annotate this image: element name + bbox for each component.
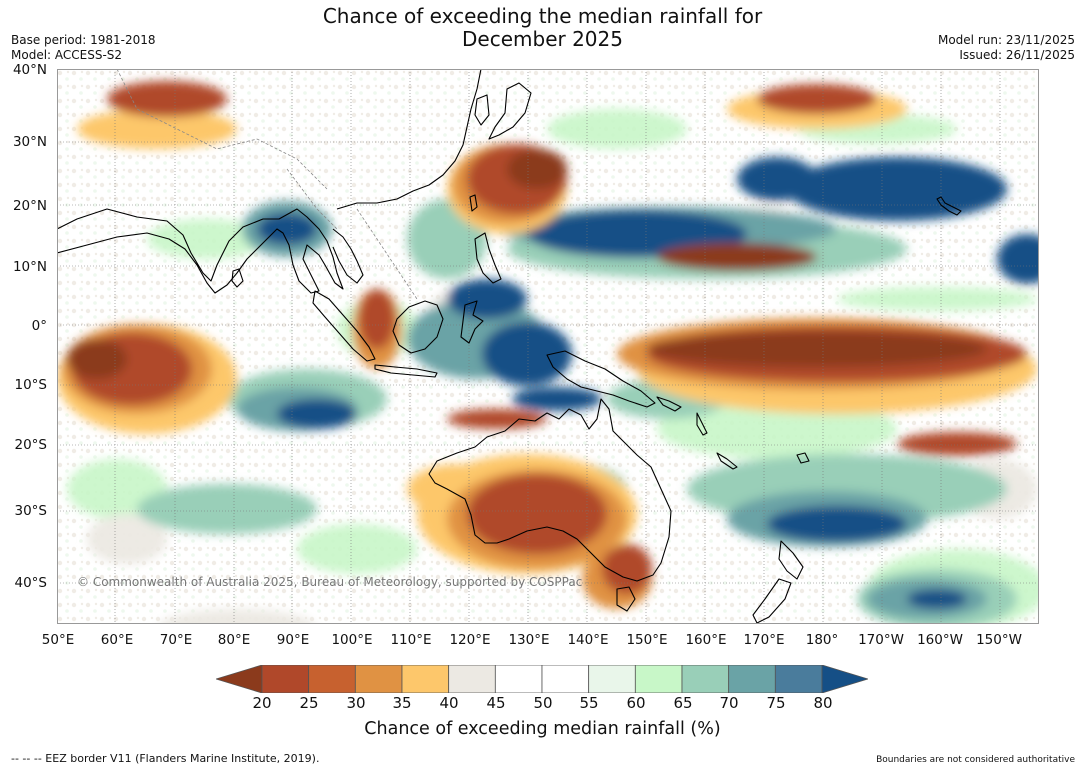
base-period-text: Base period: 1981-2018 xyxy=(11,33,156,47)
colorbar-cell-50-55 xyxy=(541,665,590,693)
colorbar xyxy=(216,665,868,693)
colorbar-tick-40: 40 xyxy=(439,694,459,712)
colorbar-tick-75: 75 xyxy=(766,694,786,712)
map-frame xyxy=(57,69,1039,624)
colorbar-tick-50: 50 xyxy=(533,694,553,712)
colorbar-cell-20-25 xyxy=(261,665,310,693)
model-run-text: Model run: 23/11/2025 xyxy=(937,33,1075,47)
lon-label-110e: 110°E xyxy=(390,632,432,648)
vanuatu-coast xyxy=(696,412,708,436)
lon-label-180: 180° xyxy=(805,632,839,648)
sumatra-coast xyxy=(312,290,376,362)
colorbar-tick-60: 60 xyxy=(626,694,646,712)
korea-coast xyxy=(474,94,490,126)
lat-label-0: 0° xyxy=(31,318,47,334)
colorbar-tick-20: 20 xyxy=(252,694,272,712)
taiwan-coast xyxy=(469,194,478,212)
new-zealand-north-coast xyxy=(778,540,804,580)
colorbar-cell-55-60 xyxy=(588,665,636,693)
meta-left: Base period: 1981-2018 Model: ACCESS-S2 xyxy=(11,33,156,63)
lon-label-90e: 90°E xyxy=(276,632,310,648)
colorbar-cell-60-65 xyxy=(634,665,683,693)
lat-label-10n: 10°N xyxy=(12,259,47,275)
meta-right: Model run: 23/11/2025 Issued: 26/11/2025 xyxy=(938,33,1075,63)
colorbar-tick-30: 30 xyxy=(346,694,366,712)
issued-text: Issued: 26/11/2025 xyxy=(959,48,1075,62)
lat-label-40s: 40°S xyxy=(14,575,48,591)
colorbar-cell-35-40 xyxy=(401,665,450,693)
hawaii-coast xyxy=(936,196,962,216)
colorbar-tick-45: 45 xyxy=(486,694,506,712)
rainfall-map: © Commonwealth of Australia 2025, Bureau… xyxy=(57,69,1039,624)
lon-label-160e: 160°E xyxy=(685,632,727,648)
lat-label-20s: 20°S xyxy=(14,437,48,453)
colorbar-cell-25-30 xyxy=(308,665,356,693)
lat-label-40n: 40°N xyxy=(12,62,47,78)
colorbar-tick-65: 65 xyxy=(673,694,693,712)
colorbar-tick-35: 35 xyxy=(392,694,412,712)
fiji-coast xyxy=(796,452,810,464)
colorbar-tick-25: 25 xyxy=(299,694,319,712)
lon-label-100e: 100°E xyxy=(331,632,373,648)
copyright-text: © Commonwealth of Australia 2025, Bureau… xyxy=(77,575,582,589)
colorbar-cell-75-80 xyxy=(774,665,823,693)
colorbar-cell-45-50 xyxy=(494,665,543,693)
lon-label-120e: 120°E xyxy=(449,632,491,648)
sulawesi-coast xyxy=(460,300,484,344)
china-coast xyxy=(336,69,482,210)
colorbar-cell-65-70 xyxy=(681,665,730,693)
lon-label-170w: 170°W xyxy=(858,632,904,648)
lat-label-10s: 10°S xyxy=(14,377,48,393)
eez-borders xyxy=(116,69,418,300)
lat-label-30s: 30°S xyxy=(14,503,48,519)
colorbar-cells xyxy=(216,665,868,693)
lon-label-140e: 140°E xyxy=(567,632,609,648)
lat-label-20n: 20°N xyxy=(12,198,47,214)
new-guinea-coast xyxy=(546,350,656,408)
lon-label-130e: 130°E xyxy=(508,632,550,648)
sri-lanka-coast xyxy=(231,268,244,288)
lon-label-60e: 60°E xyxy=(100,632,134,648)
map-title: Chance of exceeding the median rainfall … xyxy=(0,5,1085,51)
borneo-coast xyxy=(392,300,444,354)
lat-label-30n: 30°N xyxy=(12,134,47,150)
colorbar-cell-40-45 xyxy=(448,665,496,693)
tasmania-coast xyxy=(616,586,636,612)
colorbar-cell-30-35 xyxy=(354,665,403,693)
colorbar-title: Chance of exceeding median rainfall (%) xyxy=(364,719,721,739)
coastlines xyxy=(57,69,962,624)
new-zealand-south-coast xyxy=(752,578,792,624)
solomon-islands-coast xyxy=(656,396,682,412)
model-text: Model: ACCESS-S2 xyxy=(11,48,123,62)
lon-label-170e: 170°E xyxy=(743,632,785,648)
lon-label-70e: 70°E xyxy=(159,632,193,648)
colorbar-tick-55: 55 xyxy=(579,694,599,712)
lon-label-50e: 50°E xyxy=(41,632,75,648)
lon-label-160w: 160°W xyxy=(917,632,963,648)
map-title-line2: December 2025 xyxy=(462,27,623,51)
eez-legend-text: -- -- -- EEZ border V11 (Flanders Marine… xyxy=(11,752,320,765)
lon-label-150w: 150°W xyxy=(976,632,1022,648)
philippines-coast xyxy=(474,232,502,284)
colorbar-tick-70: 70 xyxy=(719,694,739,712)
lon-label-80e: 80°E xyxy=(217,632,251,648)
colorbar-cell-70-75 xyxy=(728,665,776,693)
australia-coast xyxy=(428,398,672,582)
japan-coast xyxy=(488,82,532,140)
boundaries-disclaimer: Boundaries are not considered authoritat… xyxy=(876,755,1075,765)
colorbar-arrow-high xyxy=(821,665,868,693)
java-coast xyxy=(374,364,438,378)
map-title-line1: Chance of exceeding the median rainfall … xyxy=(322,4,763,28)
rainfall-field-layer xyxy=(57,81,1039,624)
colorbar-arrow-low xyxy=(216,665,263,693)
lon-label-150e: 150°E xyxy=(626,632,668,648)
indochina-coast xyxy=(332,228,364,284)
new-caledonia-coast xyxy=(716,452,738,470)
graticule xyxy=(57,69,1039,624)
colorbar-tick-80: 80 xyxy=(813,694,833,712)
asia-mainland-coast xyxy=(57,208,344,294)
